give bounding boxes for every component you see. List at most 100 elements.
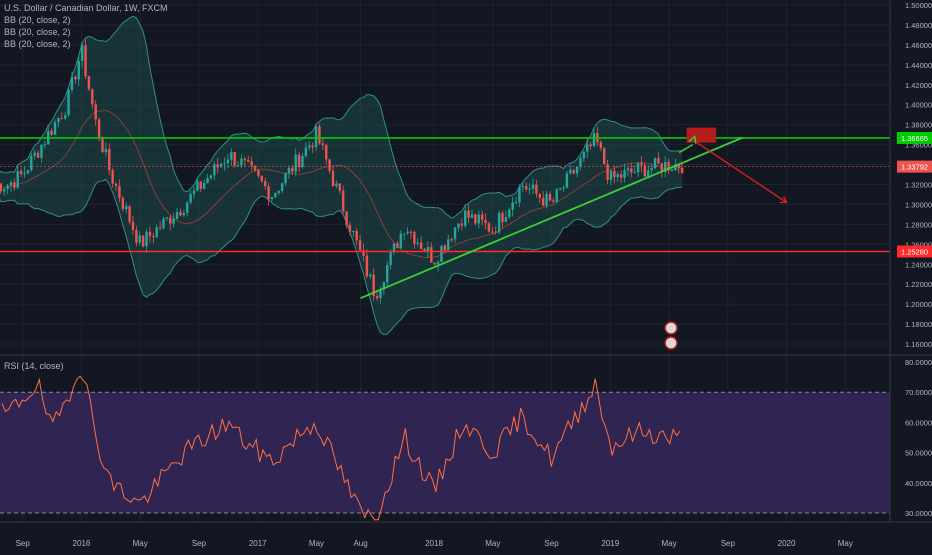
candle-body [314,126,318,148]
x-tick-label: 2018 [425,539,443,548]
candle-body [582,151,586,159]
candle-body [521,186,525,188]
projection-arrow-down-head [779,196,788,204]
candle-body [433,262,436,265]
candle-body [77,60,80,80]
candle-body [16,171,19,188]
price-tick-label: 1.42000 [905,81,932,90]
x-tick-label: Aug [353,539,367,548]
candle-body [189,194,192,203]
candle-body [216,164,219,168]
candle-body [111,170,114,184]
candle-body [402,233,406,235]
candle-body [260,175,264,182]
candle-body [552,200,555,202]
candle-body [148,231,152,237]
candle-body [341,190,345,212]
price-tick-label: 1.44000 [905,61,932,70]
candle-body [63,115,67,119]
candle-body [233,152,236,166]
candle-body [335,183,338,187]
candle-body [87,76,91,90]
x-tick-label: Sep [544,539,559,548]
candle-body [196,181,199,191]
ascending-trendline [360,136,743,299]
candle-body [545,193,548,206]
candle-body [541,197,545,206]
candle-body [0,183,2,192]
candle-body [348,224,352,232]
candle-body [53,122,57,135]
candle-body [389,251,392,266]
x-tick-label: May [661,539,676,548]
candle-body [494,231,497,233]
candle-body [548,193,552,201]
x-tick-label: 2016 [73,539,91,548]
candle-body [219,163,223,168]
candle-body [213,164,216,176]
candle-body [19,171,23,174]
candle-body [280,183,284,191]
bollinger-lower-line [0,178,683,336]
candle-body [23,173,26,175]
candle-body [386,265,389,283]
candle-body [606,164,609,180]
target-zone-box [686,127,717,143]
candle-body [101,138,104,153]
candle-body [423,248,426,252]
candle-body [436,261,440,265]
candle-body [80,45,84,61]
x-tick-label: Sep [192,539,207,548]
candle-body [209,175,213,179]
candle-body [352,230,355,232]
price-tick-label: 1.32000 [905,180,932,189]
candle-body [179,211,182,216]
candle-body [538,193,541,198]
event-marker-icon [664,321,678,335]
candle-body [192,190,196,195]
candle-body [426,246,430,252]
candle-body [440,245,443,262]
candle-body [135,229,138,243]
candle-body [57,118,60,123]
candle-body [406,231,409,234]
candle-body [525,186,528,190]
candle-body [497,212,501,233]
candle-body [155,227,158,238]
candle-body [399,233,402,248]
price-tick-label: 1.18000 [905,320,932,329]
rsi-tick-label: 70.0000 [905,388,932,397]
candle-body [291,167,294,172]
bollinger-upper-line [0,15,683,219]
candle-body [223,163,226,165]
price-label-box [897,131,932,144]
candle-body [575,166,579,174]
candle-body [270,197,274,200]
candle-body [145,231,148,247]
candle-body [94,104,97,120]
candle-body [152,236,155,238]
x-tick-label: 2017 [249,539,267,548]
candle-body [355,230,358,241]
candle-body [138,235,141,243]
candle-body [172,218,175,224]
price-tick-label: 1.28000 [905,220,932,229]
candle-body [175,211,179,219]
candle-body [623,170,626,178]
x-tick-label: May [485,539,500,548]
candle-body [589,144,592,147]
candle-body [467,210,470,218]
candle-body [511,202,514,210]
candle-body [311,145,314,148]
candle-body [199,181,202,189]
price-tick-label: 1.16000 [905,340,932,349]
candle-body [382,282,386,290]
candle-body [97,119,101,139]
candle-body [118,186,121,198]
candle-body [579,158,582,167]
price-tick-label: 1.24000 [905,260,932,269]
price-pane [0,0,890,354]
candle-body [40,144,43,158]
